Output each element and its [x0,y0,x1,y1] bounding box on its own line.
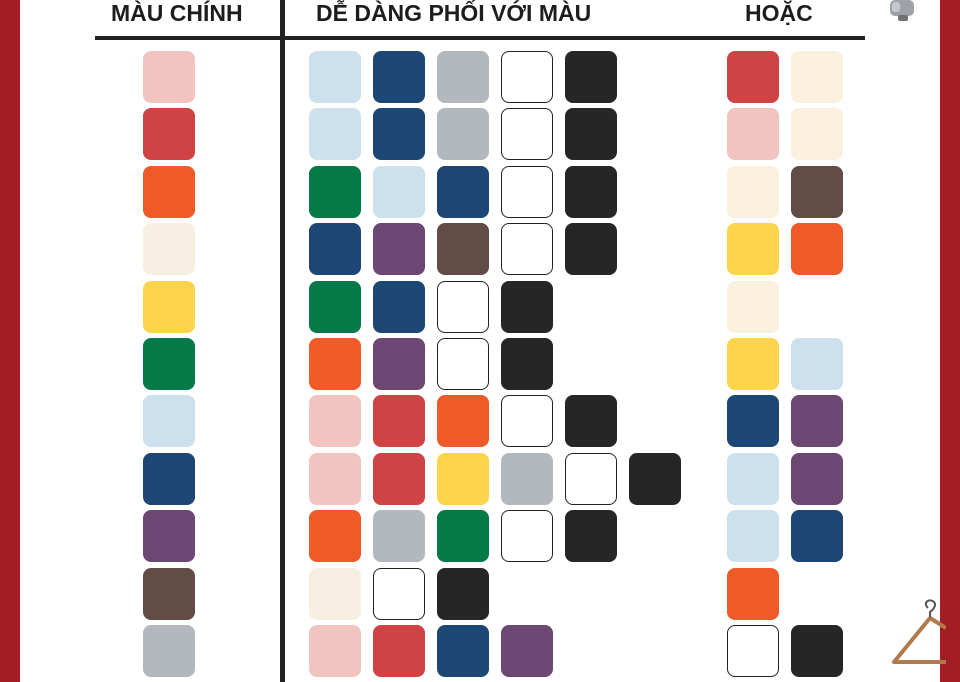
match-color-swatch-black [565,166,617,218]
match-color-swatch-gray [437,51,489,103]
main-color-swatch-yellow [143,281,195,333]
match-color-swatch-yellow [437,453,489,505]
alternative-color-swatch-purple [791,395,843,447]
match-color-swatch-navy [437,625,489,677]
bottle-icon [890,0,914,21]
match-color-swatch-navy [373,108,425,160]
alternative-color-swatch-ivory [791,51,843,103]
main-color-swatch-gray [143,625,195,677]
header-easy-match: DỄ DÀNG PHỐI VỚI MÀU [316,0,592,26]
main-color-swatch-brown [143,568,195,620]
alternative-color-swatch-red [727,51,779,103]
match-color-swatch-gray [373,510,425,562]
match-color-swatch-navy [373,281,425,333]
alternative-color-swatch-navy [791,510,843,562]
match-color-swatch-black [629,453,681,505]
main-color-swatch-cream [143,223,195,275]
match-color-swatch-white [437,338,489,390]
main-color-swatch-pink [143,51,195,103]
match-color-swatch-purple [501,625,553,677]
main-color-swatch-navy [143,453,195,505]
match-color-swatch-pink [309,395,361,447]
match-color-swatch-navy [437,166,489,218]
match-color-swatch-red [373,395,425,447]
match-color-swatch-green [309,166,361,218]
match-color-swatch-black [565,108,617,160]
alternative-color-swatch-orange [791,223,843,275]
match-color-swatch-gray [501,453,553,505]
alternative-color-swatch-black [791,625,843,677]
main-color-swatch-red [143,108,195,160]
match-color-swatch-orange [309,338,361,390]
match-color-swatch-white [501,510,553,562]
header-or: HOẶC [745,0,813,26]
match-color-swatch-black [565,51,617,103]
header-main-color: MÀU CHÍNH [111,0,243,26]
main-color-swatch-orange [143,166,195,218]
match-color-swatch-white [437,281,489,333]
match-color-swatch-red [373,625,425,677]
match-color-swatch-navy [309,223,361,275]
main-color-swatch-lightblue [143,395,195,447]
alternative-color-swatch-navy [727,395,779,447]
alternative-color-swatch-lightblue [727,453,779,505]
match-color-swatch-purple [373,338,425,390]
match-color-swatch-black [501,338,553,390]
match-color-swatch-black [437,568,489,620]
alternative-color-swatch-orange [727,568,779,620]
match-color-swatch-white [501,223,553,275]
match-color-swatch-black [565,510,617,562]
match-color-swatch-gray [437,108,489,160]
match-color-swatch-white [565,453,617,505]
header-divider [95,36,865,40]
match-color-swatch-green [309,281,361,333]
match-color-swatch-pink [309,453,361,505]
match-color-swatch-white [373,568,425,620]
match-color-swatch-navy [373,51,425,103]
alternative-color-swatch-ivory [727,166,779,218]
match-color-swatch-white [501,108,553,160]
hanger-icon [892,599,946,664]
column-divider [280,0,285,682]
main-color-swatch-green [143,338,195,390]
match-color-swatch-red [373,453,425,505]
alternative-color-swatch-white [727,625,779,677]
alternative-color-swatch-lightblue [727,510,779,562]
alternative-color-swatch-purple [791,453,843,505]
match-color-swatch-lightblue [373,166,425,218]
match-color-swatch-pink [309,625,361,677]
match-color-swatch-brown [437,223,489,275]
match-color-swatch-white [501,51,553,103]
alternative-color-swatch-brown [791,166,843,218]
match-color-swatch-orange [437,395,489,447]
match-color-swatch-cream [309,568,361,620]
match-color-swatch-lightblue [309,108,361,160]
match-color-swatch-black [501,281,553,333]
alternative-color-swatch-pink [727,108,779,160]
match-color-swatch-lightblue [309,51,361,103]
match-color-swatch-black [565,223,617,275]
match-color-swatch-white [501,395,553,447]
main-color-swatch-purple [143,510,195,562]
match-color-swatch-purple [373,223,425,275]
match-color-swatch-black [565,395,617,447]
alternative-color-swatch-lightblue [791,338,843,390]
alternative-color-swatch-ivory [727,281,779,333]
match-color-swatch-orange [309,510,361,562]
alternative-color-swatch-yellow [727,338,779,390]
match-color-swatch-green [437,510,489,562]
match-color-swatch-white [501,166,553,218]
alternative-color-swatch-ivory [791,108,843,160]
alternative-color-swatch-yellow [727,223,779,275]
